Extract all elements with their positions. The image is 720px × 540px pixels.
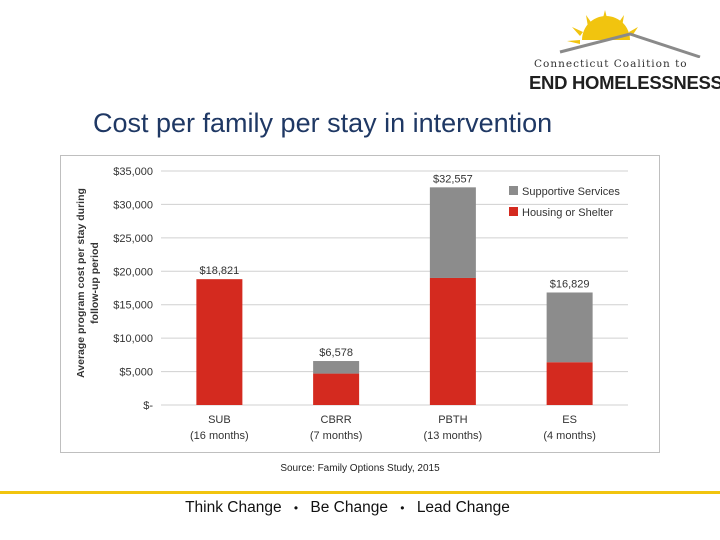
bar-supportive xyxy=(429,187,476,278)
source-note: Source: Family Options Study, 2015 xyxy=(280,463,440,474)
bar-housing xyxy=(429,277,476,405)
y-tick-label: $20,000 xyxy=(113,266,153,278)
y-axis-label-line: follow-up period xyxy=(89,242,101,324)
bar-housing xyxy=(546,362,593,405)
x-tick-sublabel: (16 months) xyxy=(190,430,249,442)
y-tick-label: $35,000 xyxy=(113,166,153,178)
legend-label: Housing or Shelter xyxy=(522,207,613,219)
y-tick-label: $25,000 xyxy=(113,233,153,245)
y-tick-label: $5,000 xyxy=(119,367,153,379)
x-axis-ticks: SUB (16 months) CBRR (7 months) PBTH (13 mont… xyxy=(190,414,596,442)
bar-total-label: $16,829 xyxy=(550,278,590,290)
x-tick-sublabel: (13 months) xyxy=(424,430,483,442)
logo-title: END HOMELESSNESS xyxy=(529,72,720,93)
y-axis-ticks: $- $5,000 $10,000 $15,000 $20,000 $25,000 $30,… xyxy=(113,166,153,412)
coalition-logo: Connecticut Coalition to END HOMELESSNES… xyxy=(520,8,720,93)
x-tick-sublabel: (4 months) xyxy=(543,430,596,442)
data-labels: $18,821 $6,578 $32,557 $16,829 xyxy=(199,173,589,359)
x-tick-label: ES xyxy=(562,414,577,426)
bar-housing xyxy=(196,279,243,405)
legend-swatch xyxy=(509,207,518,216)
y-tick-label: $10,000 xyxy=(113,333,153,345)
x-tick-label: CBRR xyxy=(321,414,352,426)
tagline-think: Think Change xyxy=(185,499,282,516)
logo-subtitle: Connecticut Coalition to xyxy=(534,58,688,70)
x-tick-sublabel: (7 months) xyxy=(310,430,363,442)
gold-divider xyxy=(0,491,720,494)
bars xyxy=(196,187,593,405)
tagline-separator: • xyxy=(400,501,405,515)
bar-supportive xyxy=(546,292,593,363)
sunrise-house-icon xyxy=(559,10,701,58)
tagline-lead: Lead Change xyxy=(416,499,510,516)
slide-title: Cost per family per stay in intervention xyxy=(93,108,553,138)
y-tick-label: $- xyxy=(143,400,153,412)
x-tick-label: SUB xyxy=(208,414,231,426)
y-axis-label-line: Average program cost per stay during xyxy=(75,188,87,378)
legend: Supportive Services Housing or Shelter xyxy=(509,186,620,219)
bar-total-label: $6,578 xyxy=(319,347,353,359)
bar-total-label: $32,557 xyxy=(433,173,473,185)
tagline-separator: • xyxy=(293,501,299,515)
tagline-be: Be Change xyxy=(310,499,388,516)
bar-supportive xyxy=(313,361,360,374)
bar-housing xyxy=(313,373,360,405)
x-tick-label: PBTH xyxy=(438,414,467,426)
y-axis-label: Average program cost per stay during foll… xyxy=(75,188,101,378)
legend-label: Supportive Services xyxy=(522,186,620,198)
bar-total-label: $18,821 xyxy=(199,265,239,277)
y-tick-label: $15,000 xyxy=(113,300,153,312)
tagline: Think Change • Be Change • Lead Change xyxy=(0,499,695,517)
y-tick-label: $30,000 xyxy=(113,199,153,211)
stacked-bar-chart: $- $5,000 $10,000 $15,000 $20,000 $25,000 $30,… xyxy=(75,166,628,442)
legend-swatch xyxy=(509,186,518,195)
